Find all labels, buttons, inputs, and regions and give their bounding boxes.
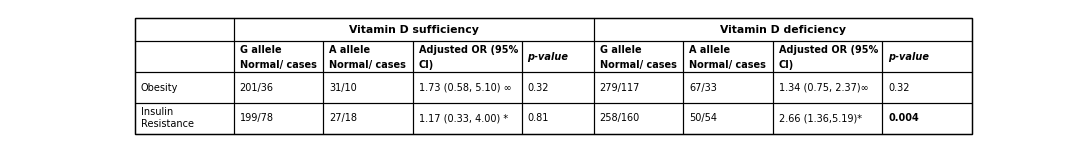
- Bar: [413, 41, 522, 72]
- Text: p-value: p-value: [889, 52, 929, 62]
- Bar: [413, 103, 522, 134]
- Bar: [135, 41, 233, 72]
- Text: 0.004: 0.004: [889, 113, 919, 123]
- Bar: [684, 103, 773, 134]
- Text: G allele: G allele: [240, 45, 281, 55]
- Text: 1.17 (0.33, 4.00) *: 1.17 (0.33, 4.00) *: [419, 113, 508, 123]
- Bar: [773, 41, 882, 72]
- Text: Normal/ cases: Normal/ cases: [329, 60, 406, 70]
- Text: 199/78: 199/78: [240, 113, 273, 123]
- Bar: [882, 72, 972, 103]
- Bar: [773, 72, 882, 103]
- Text: Vitamin D sufficiency: Vitamin D sufficiency: [349, 25, 478, 34]
- Text: Vitamin D deficiency: Vitamin D deficiency: [720, 25, 846, 34]
- Text: 0.32: 0.32: [527, 83, 549, 93]
- Text: 1.34 (0.75, 2.37)∞: 1.34 (0.75, 2.37)∞: [779, 83, 868, 93]
- Bar: [594, 103, 684, 134]
- Text: 0.32: 0.32: [889, 83, 909, 93]
- Bar: [413, 72, 522, 103]
- Bar: [233, 18, 594, 41]
- Bar: [684, 72, 773, 103]
- Bar: [522, 72, 594, 103]
- Bar: [773, 103, 882, 134]
- Bar: [594, 18, 972, 41]
- Bar: [233, 41, 323, 72]
- Bar: [135, 72, 233, 103]
- Text: 2.66 (1.36,5.19)*: 2.66 (1.36,5.19)*: [779, 113, 862, 123]
- Text: Insulin
Resistance: Insulin Resistance: [140, 107, 193, 129]
- Bar: [522, 41, 594, 72]
- Text: 67/33: 67/33: [689, 83, 717, 93]
- Bar: [323, 72, 413, 103]
- Text: 258/160: 258/160: [599, 113, 639, 123]
- Text: CI): CI): [779, 60, 794, 70]
- Text: A allele: A allele: [329, 45, 370, 55]
- Bar: [882, 41, 972, 72]
- Bar: [882, 103, 972, 134]
- Bar: [594, 72, 684, 103]
- Bar: [233, 72, 323, 103]
- Text: Adjusted OR (95%: Adjusted OR (95%: [779, 45, 878, 55]
- Text: 0.81: 0.81: [527, 113, 549, 123]
- Text: Normal/ cases: Normal/ cases: [240, 60, 316, 70]
- Bar: [323, 103, 413, 134]
- Bar: [135, 18, 233, 41]
- Text: G allele: G allele: [599, 45, 642, 55]
- Bar: [233, 103, 323, 134]
- Text: A allele: A allele: [689, 45, 730, 55]
- Text: Normal/ cases: Normal/ cases: [599, 60, 676, 70]
- Text: 50/54: 50/54: [689, 113, 717, 123]
- Text: 201/36: 201/36: [240, 83, 273, 93]
- Text: 1.73 (0.58, 5.10) ∞: 1.73 (0.58, 5.10) ∞: [419, 83, 512, 93]
- Bar: [323, 41, 413, 72]
- Bar: [594, 41, 684, 72]
- Text: Adjusted OR (95%: Adjusted OR (95%: [419, 45, 518, 55]
- Text: 27/18: 27/18: [329, 113, 357, 123]
- Text: p-value: p-value: [527, 52, 568, 62]
- Text: Normal/ cases: Normal/ cases: [689, 60, 766, 70]
- Bar: [522, 103, 594, 134]
- Text: CI): CI): [419, 60, 434, 70]
- Bar: [135, 103, 233, 134]
- Text: Obesity: Obesity: [140, 83, 178, 93]
- Bar: [684, 41, 773, 72]
- Text: 31/10: 31/10: [329, 83, 356, 93]
- Text: 279/117: 279/117: [599, 83, 640, 93]
